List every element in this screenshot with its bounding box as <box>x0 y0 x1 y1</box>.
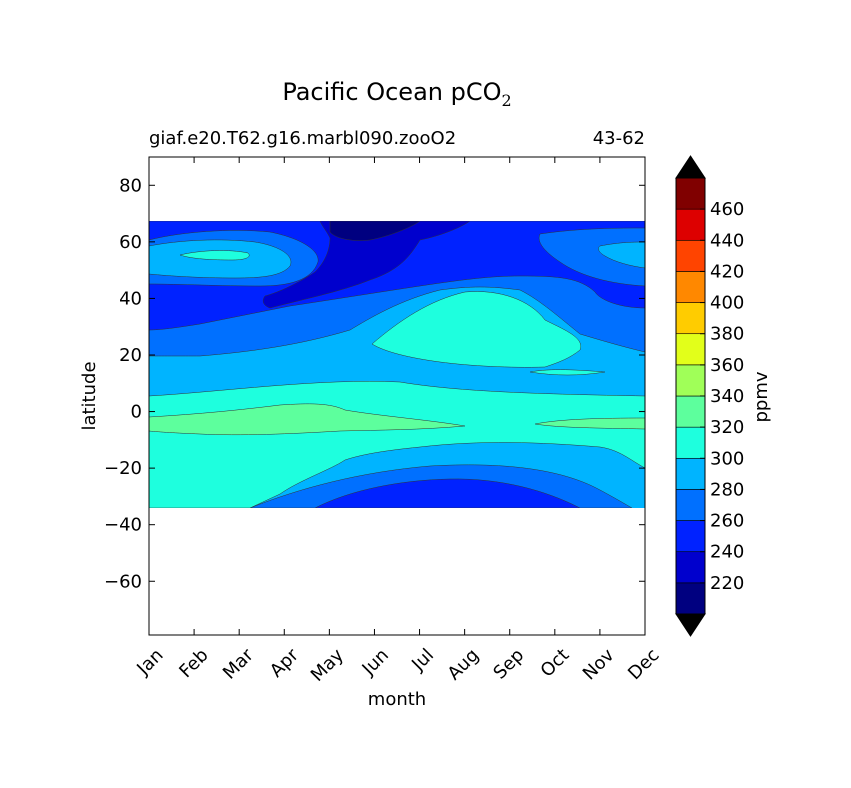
colorbar-tick-label: 300 <box>710 448 744 469</box>
x-tick-label: Oct <box>537 645 574 682</box>
colorbar-segment <box>675 177 706 210</box>
colorbar-segment <box>675 395 706 428</box>
title-subscript: 2 <box>502 91 512 110</box>
y-tick-label: 0 <box>131 402 142 423</box>
contour-band-280-300-ne <box>598 241 645 269</box>
colorbar-tick-label: 460 <box>710 199 744 220</box>
y-tick-label: 20 <box>119 345 142 366</box>
x-tick-label: May <box>307 644 348 685</box>
plot-area: Jan Feb Mar Apr May Jun Jul Aug Sep Oct Nov Dec −60… <box>104 156 664 686</box>
contour-band-300-320-nw <box>179 250 250 261</box>
contour-band-200-220-north <box>329 221 421 241</box>
right-title: 43-62 <box>593 128 645 149</box>
colorbar: 220 240 260 280 300 320 340 360 380 400 420 440 460 <box>675 155 744 637</box>
colorbar-segment <box>675 302 706 335</box>
colorbar-segment <box>675 489 706 521</box>
contour-band-240-260-south <box>314 478 581 508</box>
y-axis-ticks: −60 −40 −20 0 20 40 60 80 <box>104 175 645 592</box>
y-tick-label: −20 <box>104 458 142 479</box>
x-axis-label: month <box>368 689 426 710</box>
colorbar-segment <box>675 271 706 303</box>
colorbar-tick-label: 240 <box>710 542 744 563</box>
colorbar-tick-label: 340 <box>710 386 744 407</box>
contour-fills <box>149 221 645 508</box>
colorbar-tick-label: 320 <box>710 417 744 438</box>
chart-title: Pacific Ocean pCO2 <box>282 78 511 110</box>
plot-frame <box>148 156 646 636</box>
x-tick-label: Jan <box>132 645 167 680</box>
x-tick-label: Aug <box>444 645 484 685</box>
colorbar-segment <box>675 426 706 459</box>
colorbar-tick-label: 220 <box>710 573 744 594</box>
colorbar-segment <box>675 208 706 241</box>
x-tick-label: Apr <box>266 644 303 681</box>
x-tick-label: Dec <box>624 645 663 684</box>
contour-band-320-340-west <box>149 403 466 436</box>
contour-band-300-320-north <box>371 291 581 368</box>
y-axis-label: latitude <box>79 361 100 430</box>
colorbar-tick-label: 360 <box>710 355 744 376</box>
colorbar-segment <box>675 457 706 490</box>
colorbar-tick-label: 380 <box>710 324 744 345</box>
colorbar-segment <box>675 239 706 272</box>
colorbar-label: ppmv <box>751 371 772 422</box>
colorbar-tick-label: 280 <box>710 479 744 500</box>
colorbar-tick-label: 440 <box>710 230 744 251</box>
contour-band-220-240-north <box>262 221 471 309</box>
colorbar-segment <box>675 364 706 397</box>
x-tick-label: Mar <box>219 644 258 683</box>
contour-band-300-320-north-lobe <box>529 369 606 376</box>
colorbar-tick-label: 420 <box>710 261 744 282</box>
x-tick-label: Feb <box>175 645 212 682</box>
colorbar-extend-max <box>675 155 706 179</box>
y-tick-label: 80 <box>119 175 142 196</box>
x-tick-label: Jul <box>407 645 438 676</box>
x-tick-label: Jun <box>358 645 393 680</box>
x-tick-label: Nov <box>579 644 619 684</box>
y-tick-label: 40 <box>119 288 142 309</box>
contour-band-260-280-ne <box>538 227 645 287</box>
y-tick-label: −40 <box>104 515 142 536</box>
colorbar-segment <box>675 551 706 584</box>
left-title: giaf.e20.T62.g16.marbl090.zooO2 <box>149 128 456 149</box>
colorbar-segment <box>675 333 706 366</box>
colorbar-segment <box>675 520 706 553</box>
y-tick-label: 60 <box>119 232 142 253</box>
colorbar-tick-label: 260 <box>710 511 744 532</box>
x-tick-label: Sep <box>489 645 528 684</box>
y-tick-label: −60 <box>104 571 142 592</box>
contour-band-320-340-east <box>534 417 645 430</box>
colorbar-extend-min <box>675 613 706 637</box>
colorbar-segment <box>675 582 706 615</box>
colorbar-tick-label: 400 <box>710 293 744 314</box>
